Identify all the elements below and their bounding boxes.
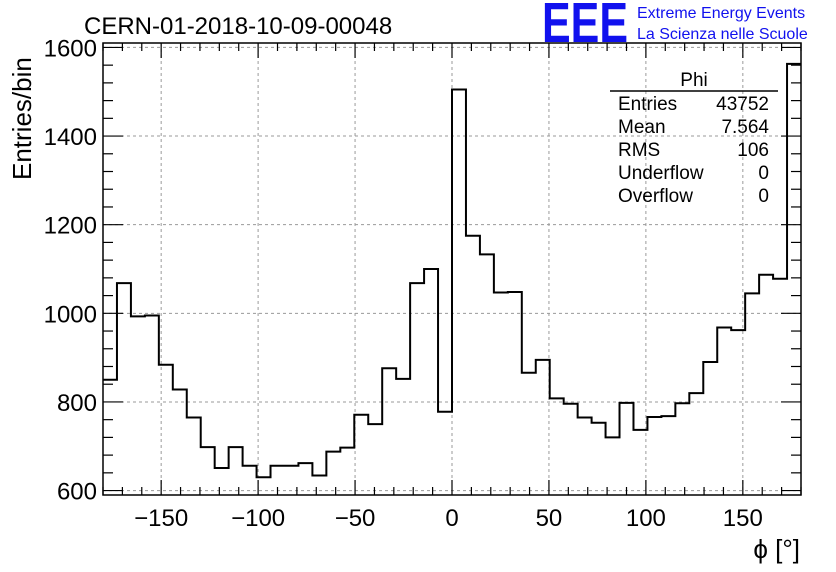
y-axis-title: Entries/bin	[7, 57, 37, 180]
stats-value-mean: 7.564	[721, 117, 769, 138]
stats-label-mean: Mean	[618, 117, 666, 138]
stats-label-underflow: Underflow	[618, 163, 704, 184]
x-axis-title: ϕ [°]	[753, 534, 800, 564]
logo-line2: La Scienza nelle Scuole	[637, 26, 808, 43]
x-tick-label-6: 150	[723, 505, 763, 532]
y-tick-label-4: 1400	[44, 124, 97, 151]
histogram-line	[103, 62, 801, 479]
eee-logo: EEE Extreme Energy Events La Scienza nel…	[542, 0, 808, 55]
stats-value-entries: 43752	[716, 94, 769, 115]
y-tick-label-5: 1600	[44, 35, 97, 62]
x-tick-labels: −150 −100 −50 0 50 100 150	[134, 505, 763, 532]
y-tick-label-1: 800	[57, 390, 97, 417]
y-tick-label-0: 600	[57, 479, 97, 506]
stats-value-overflow: 0	[758, 186, 769, 207]
stats-value-underflow: 0	[758, 163, 769, 184]
axis-ticks	[102, 43, 802, 495]
logo-line1: Extreme Energy Events	[637, 5, 805, 22]
logo-mark: EEE	[542, 0, 628, 55]
x-tick-label-5: 100	[626, 505, 666, 532]
stats-label-rms: RMS	[618, 140, 660, 161]
x-tick-label-4: 50	[536, 505, 563, 532]
chart-title: CERN-01-2018-10-09-00048	[84, 13, 392, 40]
y-tick-label-3: 1200	[44, 213, 97, 240]
stats-box: Phi Entries 43752 Mean 7.564 RMS 106 Und…	[610, 70, 778, 207]
stats-title: Phi	[680, 70, 707, 91]
stats-value-rms: 106	[737, 140, 769, 161]
x-tick-label-0: −150	[134, 505, 188, 532]
y-tick-label-2: 1000	[44, 301, 97, 328]
x-tick-label-2: −50	[335, 505, 376, 532]
x-tick-label-3: 0	[445, 505, 458, 532]
stats-label-overflow: Overflow	[618, 186, 693, 207]
stats-label-entries: Entries	[618, 94, 677, 115]
x-tick-label-1: −100	[231, 505, 285, 532]
y-tick-labels: 600 800 1000 1200 1400 1600	[44, 35, 97, 505]
